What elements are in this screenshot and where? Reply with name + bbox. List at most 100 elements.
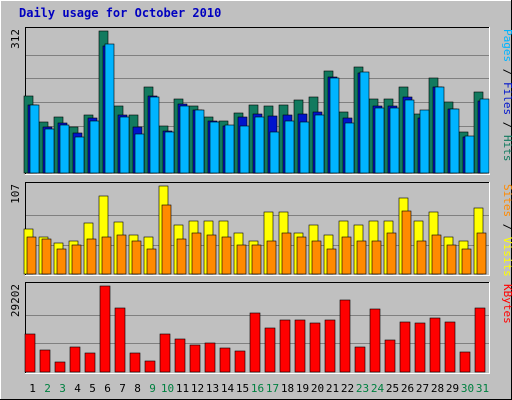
bar-pages-day-3 [59,124,70,174]
bar-pages-day-18 [284,120,295,174]
bar-sites-day-20 [311,240,322,275]
legend-entry: Pages [501,29,512,62]
bar-pages-day-25 [389,107,400,174]
legend-entry: / [501,217,512,237]
day-label-26: 26 [401,382,414,395]
bar-kbytes-day-24 [369,308,381,373]
bar-pages-day-6 [104,43,115,174]
bar-sites-day-16 [251,244,262,275]
bar-kbytes-day-25 [384,339,396,373]
bar-sites-day-5 [86,238,97,275]
bar-sites-day-22 [341,236,352,275]
bar-pages-day-8 [134,133,145,174]
bar-sites-day-29 [446,244,457,275]
bar-sites-day-26 [401,210,412,275]
bar-kbytes-day-22 [339,299,351,373]
day-label-31: 31 [476,382,489,395]
bar-sites-day-25 [386,232,397,275]
bar-sites-day-4 [71,244,82,275]
bar-pages-day-27 [419,109,430,174]
bar-pages-day-21 [329,77,340,174]
bar-kbytes-day-3 [54,361,66,373]
legend-entry: Visits [501,237,512,277]
day-label-2: 2 [44,382,51,395]
bar-kbytes-day-23 [354,346,366,373]
bar-pages-day-20 [314,114,325,174]
bar-sites-day-7 [116,234,127,275]
bar-pages-day-28 [434,86,445,174]
bar-sites-day-15 [236,244,247,275]
bar-kbytes-day-31 [474,307,486,373]
bar-kbytes-day-18 [279,319,291,373]
bar-pages-day-9 [149,96,160,174]
bar-sites-day-24 [371,240,382,275]
bar-kbytes-day-28 [429,317,441,373]
bar-sites-day-13 [206,234,217,275]
bar-sites-day-1 [26,236,37,275]
bar-sites-day-6 [101,236,112,275]
bar-kbytes-day-13 [204,342,216,373]
day-label-25: 25 [386,382,399,395]
bar-kbytes-day-5 [84,352,96,373]
day-label-23: 23 [356,382,369,395]
bar-pages-day-13 [209,121,220,174]
bar-sites-day-12 [191,232,202,275]
bar-sites-day-23 [356,240,367,275]
panel-max-label: 312 [9,29,22,49]
bar-kbytes-day-27 [414,322,426,373]
day-label-9: 9 [149,382,156,395]
bar-kbytes-day-15 [234,350,246,373]
bar-sites-day-3 [56,248,67,275]
day-label-28: 28 [431,382,444,395]
bar-pages-day-30 [464,135,475,174]
bar-pages-day-17 [269,131,280,174]
bar-kbytes-day-10 [159,333,171,373]
panel-kbytes: 29202 KBytes [9,282,512,374]
bar-pages-day-4 [74,136,85,174]
bar-pages-day-31 [479,98,490,174]
day-label-10: 10 [161,382,174,395]
legend-entry: Hits [501,135,512,162]
day-label-15: 15 [236,382,249,395]
legend-entry: KBytes [501,284,512,324]
bar-kbytes-day-8 [129,352,141,373]
bar-kbytes-day-14 [219,347,231,373]
bar-kbytes-day-9 [144,360,156,373]
day-label-5: 5 [89,382,96,395]
legend-entry: / [501,62,512,82]
day-label-1: 1 [29,382,36,395]
bar-kbytes-day-20 [309,322,321,373]
day-label-13: 13 [206,382,219,395]
day-label-3: 3 [59,382,66,395]
bar-pages-day-7 [119,116,130,174]
bar-sites-day-14 [221,236,232,275]
panel-max-label: 107 [9,184,22,204]
day-label-17: 17 [266,382,279,395]
bar-pages-day-24 [374,107,385,174]
bar-pages-day-5 [89,120,100,174]
bar-sites-day-11 [176,238,187,275]
day-label-24: 24 [371,382,385,395]
bar-kbytes-day-6 [99,285,111,373]
bar-sites-day-10 [161,204,172,275]
bar-sites-day-2 [41,238,52,275]
bar-sites-day-18 [281,232,292,275]
bar-kbytes-day-21 [324,319,336,373]
bar-pages-day-22 [344,122,355,174]
bar-sites-day-28 [431,234,442,275]
chart-panels: 312 Pages / Files / Hits 107 Sites / Visits… [9,27,512,374]
panel-hits_files_pages: 312 Pages / Files / Hits [9,27,512,175]
panel-legend: Sites / Visits [501,184,512,277]
bar-kbytes-day-19 [294,319,306,373]
bar-pages-day-29 [449,108,460,174]
bar-kbytes-day-11 [174,338,186,373]
bar-pages-day-11 [179,105,190,174]
day-label-29: 29 [446,382,459,395]
day-label-14: 14 [221,382,235,395]
bar-sites-day-8 [131,240,142,275]
legend-entry: Files [501,82,512,115]
bar-kbytes-day-4 [69,346,81,373]
bar-kbytes-day-1 [24,333,36,373]
